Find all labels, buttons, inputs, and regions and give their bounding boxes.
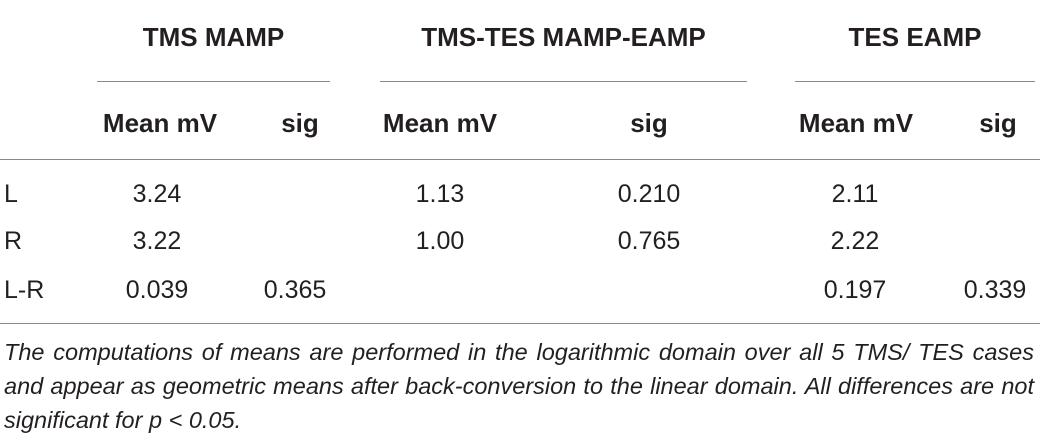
table-cell: 2.11 [831, 180, 879, 208]
group-title-tms-mamp: TMS MAMP [142, 22, 285, 52]
group-underline-tms-tes [380, 81, 747, 82]
group-title-tes-eamp: TES EAMP [848, 22, 982, 52]
column-header-mean-tms-tes: Mean mV [382, 108, 498, 138]
table-footnote: The computations of means are performed … [4, 339, 1034, 433]
column-header-sig-tms-tes: sig [630, 108, 668, 138]
table-cell: 0.197 [823, 276, 887, 304]
table-cell: 2.22 [830, 227, 880, 255]
column-header-mean-tms: Mean mV [102, 108, 218, 138]
row-label-r: R [4, 227, 23, 255]
table-cell: 0.210 [617, 180, 681, 208]
group-underline-tms-mamp [97, 81, 330, 82]
table-cell: 0.039 [125, 276, 189, 304]
group-underline-tes-eamp [795, 81, 1035, 82]
group-title-tms-tes-mamp-eamp: TMS-TES MAMP-EAMP [421, 22, 706, 52]
table-cell: 1.00 [415, 227, 465, 255]
table-cell: 1.13 [415, 180, 465, 208]
table-cell: 0.765 [617, 227, 681, 255]
header-rule [0, 159, 1040, 160]
table-cell: 3.22 [132, 227, 182, 255]
row-label-l-r: L-R [4, 276, 45, 304]
table-bottom-rule [0, 323, 1040, 324]
table-cell: 0.339 [963, 276, 1027, 304]
table-cell: 3.24 [132, 180, 182, 208]
column-header-mean-tes: Mean mV [798, 108, 914, 138]
row-label-l: L [4, 180, 18, 208]
column-header-sig-tms: sig [281, 108, 319, 138]
table-cell: 0.365 [263, 276, 327, 304]
column-header-sig-tes: sig [979, 108, 1017, 138]
